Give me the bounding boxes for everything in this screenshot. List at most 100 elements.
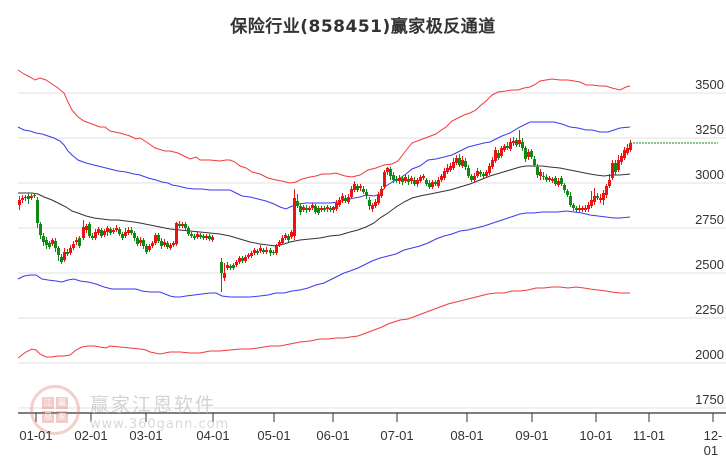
candle — [620, 153, 623, 165]
candle — [169, 243, 172, 250]
candle — [51, 238, 54, 246]
candle — [371, 203, 374, 212]
candle — [497, 150, 500, 160]
candle — [235, 260, 238, 267]
candle — [30, 194, 33, 200]
channel-bands — [17, 69, 631, 359]
candle — [184, 222, 187, 230]
candle — [21, 195, 24, 203]
candle — [178, 221, 181, 228]
candle — [265, 247, 268, 254]
candle — [109, 227, 112, 235]
candle — [317, 206, 320, 215]
candle — [545, 174, 548, 182]
candle — [341, 193, 344, 203]
watermark-logo-icon: 江 赢 恩 家 — [30, 385, 80, 435]
candle — [287, 234, 290, 242]
candle — [587, 202, 590, 212]
candle — [78, 236, 81, 248]
candle — [311, 203, 314, 210]
candle — [527, 149, 530, 160]
candle — [578, 205, 581, 212]
candle — [479, 170, 482, 177]
candle — [599, 194, 602, 203]
candle — [329, 206, 332, 212]
candle — [560, 176, 563, 186]
candle — [563, 183, 566, 193]
candle — [566, 189, 569, 197]
candle — [148, 244, 151, 252]
candle — [196, 232, 199, 239]
candle — [127, 227, 130, 235]
y-gridlines — [18, 92, 726, 409]
candle — [455, 155, 458, 165]
candle — [476, 168, 479, 178]
logo-char: 家 — [56, 411, 68, 423]
candle — [154, 233, 157, 245]
x-tick-label: 12-01 — [703, 428, 723, 458]
candle — [199, 233, 202, 239]
candle — [512, 137, 515, 146]
candle — [350, 186, 353, 199]
x-tick-label: 05-01 — [257, 428, 291, 443]
candle — [596, 193, 599, 200]
candle — [584, 205, 587, 212]
inner-lower-band-line — [17, 210, 631, 298]
watermark-url: www.360gann.com — [90, 417, 230, 432]
candle — [590, 191, 593, 208]
candle — [244, 255, 247, 263]
x-tick-label: 04-01 — [196, 428, 230, 443]
candle — [440, 174, 443, 182]
candle — [172, 241, 175, 247]
candle — [518, 130, 521, 147]
candle — [232, 263, 235, 270]
candle — [347, 194, 350, 204]
candle — [356, 184, 359, 192]
candle — [97, 227, 100, 235]
candle — [48, 241, 51, 249]
candle — [449, 163, 452, 172]
candle — [353, 181, 356, 192]
candle — [398, 175, 401, 184]
candle — [262, 248, 265, 254]
candle — [103, 229, 106, 237]
outer-lower-band-line — [17, 286, 630, 359]
candle — [524, 146, 527, 162]
candle — [374, 199, 377, 208]
candle — [157, 233, 160, 243]
y-tick-label: 2250 — [695, 302, 724, 317]
candle — [473, 173, 476, 182]
candle — [284, 233, 287, 240]
candle — [557, 178, 560, 187]
x-tick-label: 11-01 — [632, 428, 666, 443]
candle — [24, 195, 27, 201]
candle — [572, 203, 575, 211]
candle — [500, 146, 503, 158]
candle — [401, 176, 404, 185]
candle — [115, 225, 118, 232]
candle — [190, 232, 193, 238]
x-tick-label: 07-01 — [380, 428, 414, 443]
candle — [536, 164, 539, 178]
x-tick-label: 08-01 — [450, 428, 484, 443]
candle — [323, 206, 326, 212]
watermark-text: 赢家江恩软件 — [90, 394, 217, 416]
candle — [166, 241, 169, 249]
candle — [482, 172, 485, 178]
candle — [247, 253, 250, 259]
candle — [389, 167, 392, 180]
candle — [485, 170, 488, 178]
candle — [256, 249, 259, 255]
candle — [275, 244, 278, 255]
candle — [142, 238, 145, 249]
candle — [320, 206, 323, 212]
candle — [27, 193, 30, 204]
candle — [229, 264, 232, 270]
candle — [491, 157, 494, 169]
candle — [494, 147, 497, 163]
candle — [617, 155, 620, 172]
candle — [175, 222, 178, 246]
candle — [338, 197, 341, 207]
candle — [443, 168, 446, 180]
candle — [145, 244, 148, 254]
